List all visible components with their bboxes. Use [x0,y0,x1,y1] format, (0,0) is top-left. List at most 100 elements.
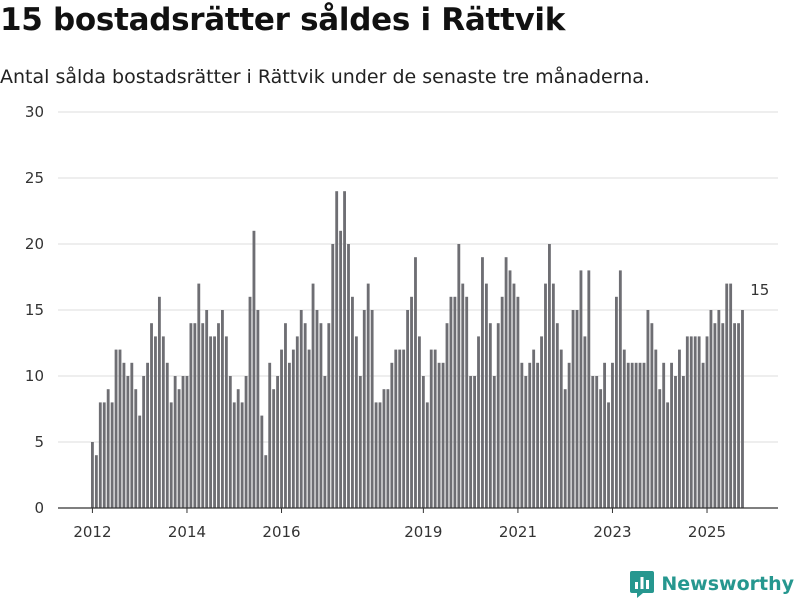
bar [394,349,398,508]
bar [437,362,441,508]
bar [500,296,504,508]
bar [197,283,201,508]
bar [406,310,410,508]
bar [433,349,437,508]
bar [181,376,185,508]
bar [481,257,484,508]
bar [563,389,567,508]
bar [492,376,496,508]
bar [681,376,685,508]
bar [678,349,681,508]
bar [130,362,134,508]
brand-name: Newsworthy [661,573,794,595]
bar [276,376,280,508]
bar [741,310,744,508]
bar [248,296,252,508]
bar [378,402,382,508]
bar [221,310,224,508]
bar [571,310,575,508]
bar [512,283,516,508]
bar [327,323,331,508]
bar [666,402,670,508]
bar [284,323,287,508]
bar [98,402,102,508]
y-tick-label: 0 [34,499,44,517]
bar [425,402,429,508]
bar [551,283,555,508]
bar [532,349,536,508]
bar [441,362,445,508]
bar [685,336,689,508]
bar [622,349,626,508]
bar [697,336,701,508]
bar [351,296,354,508]
bar [287,362,291,508]
bar [173,376,177,508]
bar [354,336,358,508]
bar [260,415,264,508]
bar [453,296,457,508]
bar [240,402,244,508]
newsworthy-logo-icon [630,571,655,598]
bar [142,376,146,508]
bar [295,336,299,508]
y-tick-label: 30 [25,103,44,121]
bar [157,296,161,508]
bar [126,376,130,508]
bar [311,283,315,508]
bar [587,270,591,508]
bar [232,402,236,508]
x-tick-label: 2023 [593,523,631,541]
bar [106,389,110,508]
bar-series [91,191,744,509]
bar [646,310,650,508]
bar [303,323,307,508]
bar [654,349,658,508]
bar [252,230,256,509]
bar [642,362,646,508]
bar [374,402,378,508]
highlight-value-label: 15 [750,281,769,299]
bar [658,389,662,508]
bar [701,362,705,508]
bar [469,376,473,508]
bar [516,296,520,508]
bar [575,310,579,508]
x-tick-label: 2019 [404,523,442,541]
bar [244,376,248,508]
bar [618,270,622,508]
bar [508,270,512,508]
bar [449,296,453,508]
bar [382,389,386,508]
bar [520,362,524,508]
bar [591,376,595,508]
bar [150,323,153,508]
bar [331,244,335,508]
bar [177,389,181,508]
bar [307,349,311,508]
bar [268,362,272,508]
bar [583,336,587,508]
y-tick-label: 20 [25,235,44,253]
bar [504,257,508,508]
page-title: 15 bostadsrätter såldes i Rättvik [0,2,566,38]
bar [189,323,193,508]
bar [733,323,737,508]
bar [390,362,394,508]
bar [256,310,260,508]
bar [607,402,610,508]
bar [705,336,709,508]
y-tick-label: 10 [25,367,44,385]
bar [579,270,583,508]
bar [347,244,350,508]
bar [118,349,122,508]
bar [603,362,607,508]
bar [402,349,406,508]
bar [674,376,677,508]
bar [662,362,666,508]
x-tick-label: 2016 [262,523,300,541]
bar [717,310,721,508]
bar [161,336,165,508]
bar [102,402,106,508]
bar [737,323,740,508]
